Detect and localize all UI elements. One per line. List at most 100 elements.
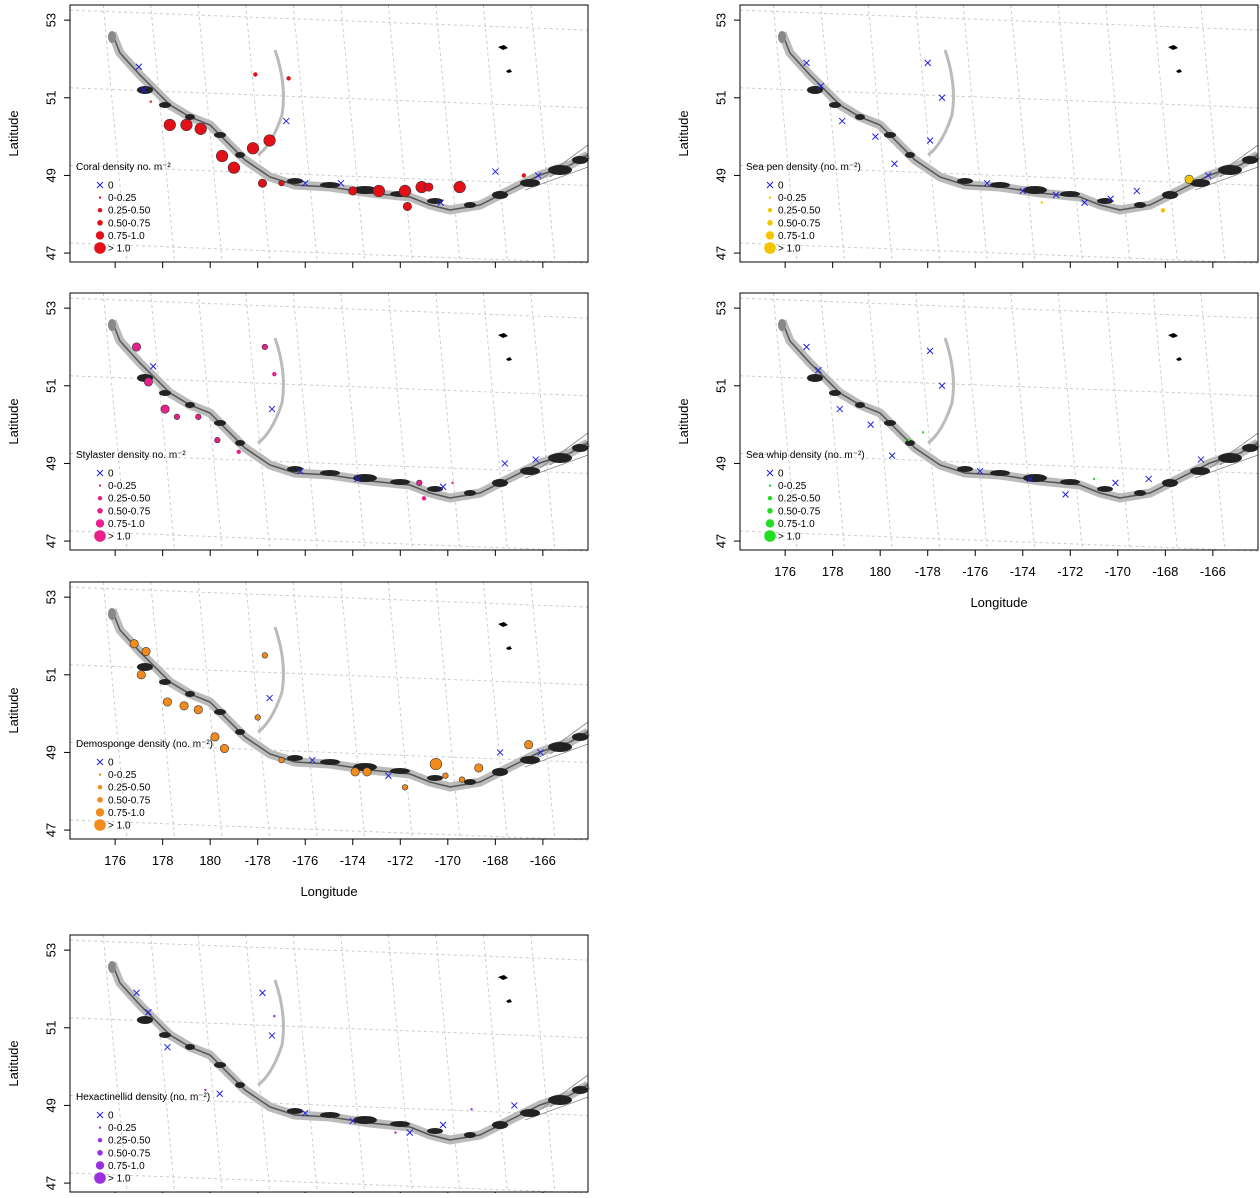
island (1097, 486, 1113, 492)
density-point (257, 178, 267, 188)
island (1168, 45, 1182, 73)
absent-point (537, 749, 544, 756)
absent-point (891, 160, 898, 168)
density-point (286, 76, 291, 81)
island (829, 102, 841, 108)
island (807, 86, 823, 94)
x-tick-label: -174 (1010, 564, 1036, 579)
absent-point (1026, 475, 1034, 483)
x-tick-label: -166 (530, 853, 556, 868)
island (1134, 202, 1146, 208)
density-point (453, 180, 466, 194)
grid-line (102, 292, 128, 551)
legend-label: 0 (108, 758, 114, 769)
map-panel: 47 49 51 53 Latitude 176 178 180 -178 -176 -174 -17… (6, 581, 591, 899)
absent-point (1197, 456, 1205, 463)
grid-line (739, 530, 1259, 552)
island (1242, 444, 1258, 452)
island (548, 1095, 572, 1105)
island (214, 420, 226, 426)
grid-line (1152, 292, 1178, 551)
legend-symbol (94, 1172, 106, 1184)
absent-point (1062, 491, 1069, 498)
absent-point (1107, 195, 1115, 203)
island (498, 975, 512, 1003)
absent-point (259, 989, 266, 997)
island (572, 733, 588, 741)
absent-point (301, 179, 309, 187)
island (320, 470, 340, 476)
absent-point (268, 405, 276, 413)
island (235, 1082, 245, 1088)
islands (107, 608, 591, 792)
legend-label: 0-0.25 (108, 1123, 137, 1134)
density-point (524, 740, 534, 750)
absent-point (496, 749, 504, 756)
legend-label: > 1.0 (108, 1174, 131, 1185)
x-tick-label: 176 (774, 564, 796, 579)
grid-line (292, 581, 318, 840)
absent-point (924, 59, 932, 67)
island (1218, 165, 1242, 175)
island (990, 182, 1010, 188)
island (572, 1086, 588, 1094)
absent-point (437, 199, 445, 206)
density-point (470, 1108, 473, 1111)
y-tick-label: 47 (713, 246, 728, 260)
legend-symbol (96, 1111, 104, 1119)
grid-line (482, 934, 508, 1193)
legend-label: > 1.0 (778, 532, 801, 543)
density-point (350, 767, 360, 777)
legend-symbol (97, 785, 103, 790)
absent-point (268, 1032, 276, 1039)
legend-label: 0-0.25 (108, 193, 137, 204)
absent-point (337, 179, 345, 187)
y-axis-label: Latitude (6, 110, 21, 156)
islands (107, 31, 591, 215)
island (287, 1108, 303, 1114)
absent-point (926, 347, 934, 355)
absent-point (983, 179, 991, 187)
plot-frame (69, 4, 589, 263)
x-tick-label: -168 (482, 853, 508, 868)
shelf (107, 319, 591, 503)
island (520, 467, 540, 475)
absent-point (838, 117, 846, 125)
density-point (429, 757, 443, 771)
island (498, 45, 512, 73)
density-point (261, 652, 268, 659)
island (108, 608, 116, 620)
y-tick-label: 47 (43, 246, 58, 260)
density-point (348, 186, 358, 196)
density-point (141, 646, 151, 656)
density-point (416, 479, 423, 486)
density-point (163, 118, 176, 132)
absent-point (135, 63, 143, 71)
y-tick-label: 49 (43, 456, 58, 470)
legend-symbol (96, 181, 104, 189)
island (520, 756, 540, 764)
density-point (136, 670, 146, 680)
absent-point (1081, 199, 1088, 206)
island (990, 470, 1010, 476)
grid-line (1010, 4, 1036, 263)
x-tick-label: -166 (1200, 564, 1226, 579)
island (464, 1132, 476, 1138)
density-point (362, 767, 372, 777)
grid-line (150, 4, 176, 263)
y-axis-label: Latitude (6, 687, 21, 733)
grid-line (739, 164, 1259, 186)
legend-symbol (764, 242, 776, 254)
island (464, 490, 476, 496)
grid-line (1105, 292, 1131, 551)
legend-label: 0.25-0.50 (108, 1136, 151, 1147)
absent-point (149, 363, 157, 370)
island (1242, 156, 1258, 164)
absent-point (439, 483, 447, 491)
density-point (921, 431, 925, 434)
grid-line (245, 581, 271, 840)
plot-frame (69, 292, 589, 551)
x-tick-label: -172 (1057, 564, 1083, 579)
legend-label: 0 (778, 181, 784, 192)
legend-label: 0.25-0.50 (108, 206, 151, 217)
